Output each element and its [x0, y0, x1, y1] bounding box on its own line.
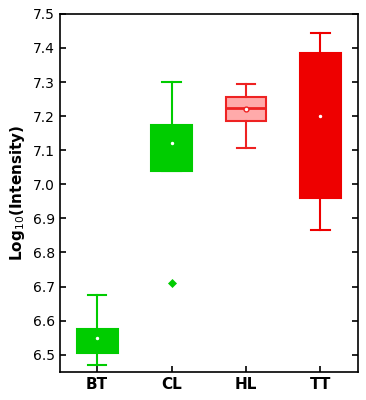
Bar	[151, 125, 192, 171]
Bar	[300, 53, 341, 198]
Bar	[225, 97, 266, 121]
Y-axis label: Log$_{10}$(Intensity): Log$_{10}$(Intensity)	[8, 124, 27, 261]
Bar	[76, 329, 117, 353]
